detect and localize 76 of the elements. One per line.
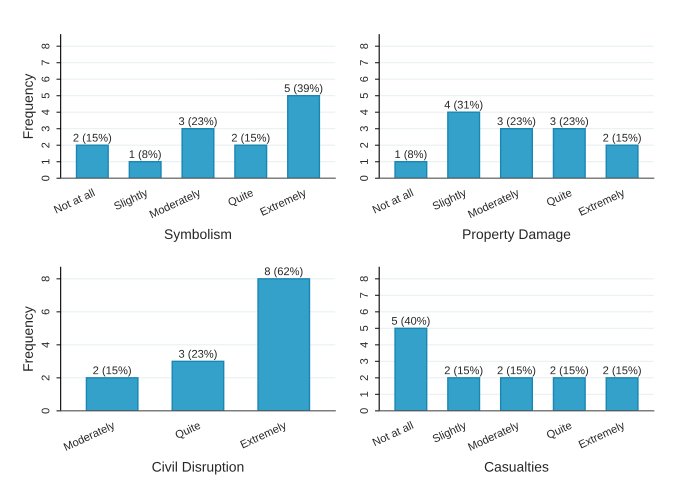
y-tick-label: 2 [360, 375, 368, 380]
y-tick-label: 1 [42, 159, 50, 164]
bar [86, 377, 139, 411]
x-tick-label: Quite [546, 420, 574, 441]
y-tick-label: 5 [360, 93, 368, 98]
data-label: 2 (15%) [444, 366, 482, 376]
x-tick-label: Not at all [372, 420, 414, 446]
y-tick-label: 8 [42, 276, 50, 282]
y-tick-label: 0 [360, 408, 368, 414]
y-tick-label: 7 [360, 60, 368, 66]
data-label: 8 (62%) [264, 267, 303, 278]
data-label: 2 (15%) [603, 366, 641, 376]
data-label: 3 (23%) [178, 350, 217, 360]
y-tick-label: 6 [42, 309, 50, 314]
y-tick-label: 0 [42, 176, 50, 181]
y-axis-title: Frequency [23, 306, 36, 371]
y-tick-label: 4 [42, 109, 50, 116]
y-tick-label: 3 [360, 126, 368, 132]
y-tick-label: 0 [42, 408, 50, 414]
bar [500, 128, 534, 178]
data-label: 2 (15%) [232, 133, 270, 144]
bar [172, 360, 224, 411]
data-label: 5 (39%) [284, 84, 322, 94]
x-axis-title: Symbolism [164, 228, 231, 242]
bar [287, 95, 320, 178]
y-tick-label: 8 [360, 44, 368, 49]
bar [128, 161, 162, 178]
y-tick-label: 4 [42, 342, 50, 348]
y-axis-title: Frequency [23, 74, 36, 138]
y-tick-label: 5 [42, 93, 50, 98]
x-tick-label: Not at all [372, 188, 414, 214]
data-label: 3 (23%) [178, 116, 217, 128]
y-tick-label: 2 [42, 375, 50, 380]
x-tick-label: Quite [546, 188, 574, 208]
x-axis-title: Property Damage [463, 229, 570, 242]
y-tick-label: 3 [360, 358, 368, 364]
x-axis-title: Casualties [484, 462, 548, 472]
bar [76, 144, 109, 178]
data-label: 3 (23%) [497, 116, 536, 128]
x-tick-label: Quite [174, 420, 202, 441]
bar [234, 144, 268, 178]
bar [181, 128, 214, 178]
x-tick-label: Quite [227, 188, 255, 208]
data-label: 2 (15%) [498, 366, 536, 376]
x-tick-label: Not at all [53, 188, 96, 214]
data-label: 1 (8%) [395, 150, 427, 160]
y-tick-label: 7 [42, 60, 50, 66]
bar [552, 128, 586, 178]
bar [257, 278, 310, 411]
data-label: 2 (15%) [93, 366, 131, 376]
bar [394, 161, 428, 178]
y-tick-label: 4 [360, 109, 368, 116]
y-tick-label: 3 [42, 126, 50, 132]
y-tick-label: 4 [360, 342, 368, 348]
y-tick-label: 6 [360, 76, 368, 82]
y-tick-label: 6 [42, 76, 50, 82]
y-tick-label: 2 [360, 142, 368, 148]
y-tick-label: 8 [360, 276, 368, 282]
y-tick-label: 1 [360, 159, 368, 164]
data-label: 2 (15%) [603, 133, 641, 144]
y-tick-label: 6 [360, 309, 368, 314]
x-axis-title: Civil Disruption [152, 462, 244, 474]
data-label: 4 (31%) [444, 100, 482, 111]
y-tick-label: 1 [360, 392, 368, 397]
y-tick-label: 8 [42, 44, 50, 49]
data-label: 2 (15%) [73, 133, 112, 144]
data-label: 1 (8%) [130, 150, 161, 160]
bar [447, 112, 480, 178]
data-label: 5 (40%) [392, 316, 430, 327]
y-tick-label: 7 [360, 292, 368, 298]
data-label: 2 (15%) [550, 366, 588, 376]
data-label: 3 (23%) [550, 116, 588, 128]
bar [606, 144, 639, 178]
y-tick-label: 2 [42, 142, 50, 148]
y-tick-label: 5 [360, 326, 368, 331]
y-tick-label: 0 [360, 176, 368, 181]
